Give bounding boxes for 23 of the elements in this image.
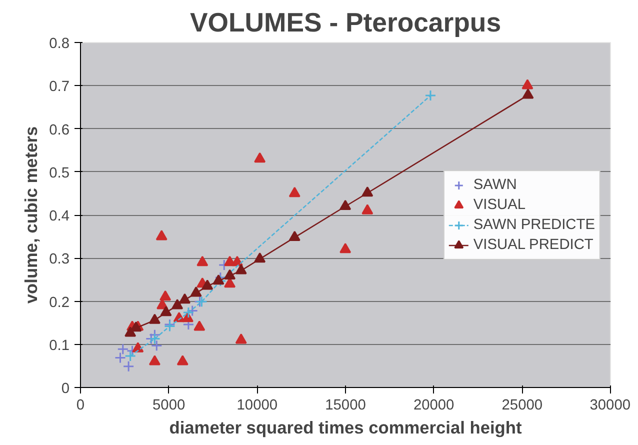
y-tick-label: 0.7 [49, 79, 70, 96]
x-tick-label: 30000 [590, 398, 631, 414]
y-tick-label: 0.8 [49, 36, 70, 52]
chart-title: VOLUMES - Pterocarpus [190, 8, 502, 38]
legend-label: SAWN PREDICTE [473, 216, 595, 232]
x-tick-label: 5000 [152, 398, 186, 414]
y-tick-label: 0.6 [49, 122, 70, 138]
y-tick-label: 0 [61, 381, 70, 397]
y-tick-label: 0.4 [49, 208, 70, 224]
x-tick-label: 0 [76, 398, 85, 414]
x-axis-title: diameter squared times commercial height [169, 418, 522, 438]
legend-label: SAWN [473, 176, 517, 192]
x-tick-label: 20000 [413, 398, 454, 414]
y-tick-label: 0.3 [49, 252, 70, 268]
legend-label: VISUAL [473, 196, 526, 212]
legend-label: VISUAL PREDICT [473, 236, 594, 252]
y-tick-label: 0.2 [49, 294, 70, 311]
y-tick-label: 0.5 [49, 165, 70, 182]
y-axis-title: volume, cubic meters [21, 126, 42, 304]
x-tick-label: 15000 [325, 398, 366, 414]
x-tick-label: 10000 [236, 398, 278, 414]
x-tick-label: 25000 [502, 398, 543, 414]
y-tick-label: 0.1 [49, 338, 70, 354]
